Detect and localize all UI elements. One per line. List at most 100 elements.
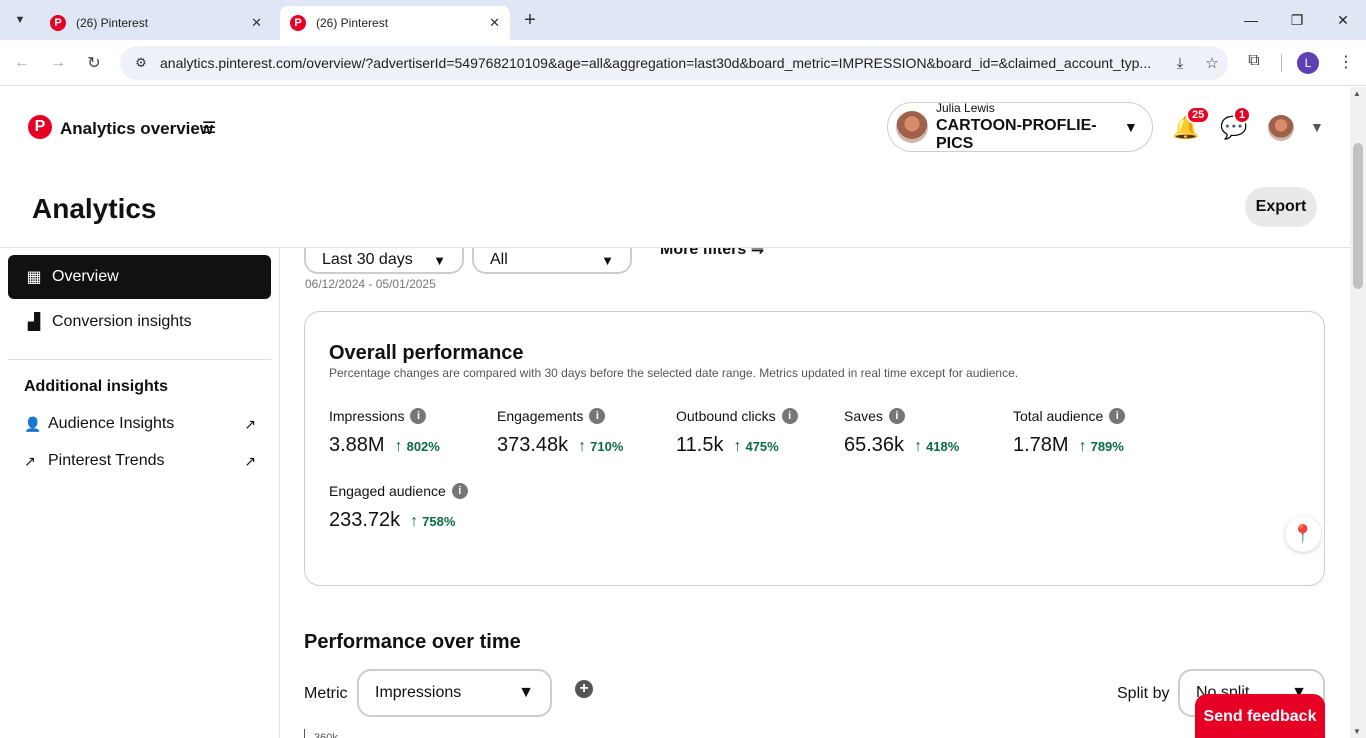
audience-insights-link[interactable]: 👤 Audience Insights ↗ (24, 412, 256, 436)
metric-label: Engaged audience (329, 483, 446, 499)
arrow-up-icon: ↑ (914, 438, 923, 455)
metric-change: 418% (926, 439, 960, 454)
metric-change: 475% (745, 439, 779, 454)
metric-value: 1.78M (1013, 434, 1069, 456)
close-window-icon[interactable]: ✕ (1337, 11, 1349, 28)
reload-icon[interactable]: ↻ (87, 55, 101, 72)
extensions-icon[interactable]: ⧉ (1248, 52, 1260, 69)
map-pin-icon[interactable]: 📍 (1285, 516, 1321, 552)
sidebar-right-border (279, 248, 280, 738)
user-avatar[interactable] (1268, 115, 1294, 141)
chevron-down-icon: ▼ (518, 684, 534, 701)
url-text[interactable]: analytics.pinterest.com/overview/?advert… (160, 55, 1152, 71)
sidebar-divider (8, 359, 271, 360)
scroll-down-icon[interactable]: ▼ (1353, 727, 1361, 736)
arrow-up-icon: ↑ (394, 438, 403, 455)
pinterest-favicon-icon: P (290, 15, 306, 31)
conversion-chart-icon: ▟ (27, 314, 41, 331)
overall-performance-card: Overall performance Percentage changes a… (304, 311, 1325, 586)
minimize-icon[interactable]: — (1244, 12, 1258, 28)
pinterest-trends-link[interactable]: ↗ Pinterest Trends ↗ (24, 449, 256, 473)
content-type-value: All (490, 251, 508, 268)
info-icon[interactable]: i (781, 408, 798, 424)
info-icon[interactable]: i (888, 408, 905, 424)
add-metric-icon[interactable]: + (575, 680, 593, 698)
browser-tab-2[interactable]: P (26) Pinterest ✕ (280, 6, 510, 40)
page-scrollbar[interactable]: ▲ ▼ (1350, 87, 1366, 738)
metric-value: 11.5k (676, 434, 724, 456)
date-filter-value: Last 30 days (322, 251, 413, 268)
trend-arrow-icon: ↗ (24, 452, 36, 469)
info-icon[interactable]: i (589, 408, 606, 424)
scroll-up-icon[interactable]: ▲ (1353, 89, 1361, 98)
metric-change: 802% (406, 439, 440, 454)
metric-change: 710% (590, 439, 624, 454)
pinterest-favicon-icon: P (50, 15, 66, 31)
chevron-down-icon: ▼ (1124, 119, 1138, 135)
account-user-name: Julia Lewis (936, 101, 995, 115)
sticky-header-background (280, 187, 1350, 247)
browser-tab-1[interactable]: P (26) Pinterest ✕ (40, 6, 272, 40)
metric-label: Total audience (1013, 408, 1104, 424)
arrow-up-icon: ↑ (1078, 438, 1087, 455)
analytics-page: Last 30 days ▼ All ▼ More filters ⇋ 06/1… (0, 87, 1350, 738)
notifications-badge: 25 (1186, 106, 1211, 124)
metric-label: Outbound clicks (676, 408, 776, 424)
sidebar-item-conversion-insights[interactable]: ▟ Conversion insights (8, 300, 271, 344)
install-app-icon[interactable]: ⤓ (1176, 54, 1184, 72)
restore-icon[interactable]: ❐ (1290, 11, 1304, 28)
link-label: Pinterest Trends (48, 452, 165, 469)
person-icon: 👤 (24, 415, 42, 432)
address-bar[interactable]: ⚙ analytics.pinterest.com/overview/?adve… (120, 46, 1228, 80)
metric-label: Saves (844, 408, 883, 424)
info-icon[interactable]: i (410, 408, 427, 424)
header-divider (0, 247, 1350, 248)
chevron-down-icon: ▼ (433, 252, 446, 268)
send-feedback-button[interactable]: Send feedback (1195, 694, 1325, 738)
sidebar-item-label: Overview (52, 268, 119, 285)
page-title: Analytics (32, 193, 157, 224)
metric-label: Impressions (329, 408, 405, 424)
card-title: Overall performance (329, 342, 524, 364)
arrow-up-icon: ↑ (578, 438, 587, 455)
close-tab-icon[interactable]: ✕ (251, 15, 262, 30)
browser-tab-bar: ▼ P (26) Pinterest ✕ P (26) Pinterest ✕ … (0, 0, 1366, 40)
card-subtitle: Percentage changes are compared with 30 … (329, 366, 1019, 380)
forward-icon[interactable]: → (50, 54, 66, 71)
new-tab-button[interactable]: + (524, 8, 536, 31)
metric-value: 373.48k (497, 434, 569, 456)
browser-profile-avatar[interactable]: L (1297, 52, 1319, 74)
metric-outbound-clicks: Outbound clicks i 11.5k ↑ 475% (676, 408, 798, 457)
info-icon[interactable]: i (451, 483, 468, 499)
back-icon[interactable]: ← (14, 54, 30, 71)
scrollbar-thumb[interactable] (1353, 143, 1363, 289)
browser-menu-icon[interactable]: ⋮ (1338, 54, 1354, 71)
metric-label: Engagements (497, 408, 584, 424)
link-label: Audience Insights (48, 415, 175, 432)
external-link-icon: ↗ (244, 415, 256, 432)
tab-search-icon[interactable]: ▼ (14, 14, 26, 26)
metric-value: 65.36k (844, 434, 905, 456)
chart-axis-tick-label: 360k (314, 732, 338, 738)
arrow-up-icon: ↑ (733, 438, 742, 455)
metric-select-value: Impressions (375, 684, 462, 701)
account-name: CARTOON-PROFLIE-PICS (936, 117, 1097, 152)
info-icon[interactable]: i (1109, 408, 1126, 424)
dashboard-icon: ▦ (26, 269, 42, 286)
metric-engagements: Engagements i 373.48k ↑ 710% (497, 408, 623, 457)
pinterest-logo-icon[interactable]: P (28, 115, 52, 139)
chevron-down-icon[interactable]: ▼ (1310, 119, 1324, 135)
additional-insights-heading: Additional insights (24, 378, 168, 395)
chevron-down-icon: ▼ (601, 252, 614, 268)
export-button[interactable]: Export (1245, 187, 1317, 227)
metric-select[interactable]: Impressions ▼ (357, 669, 552, 717)
split-by-label: Split by (1117, 685, 1170, 702)
metric-value: 233.72k (329, 509, 401, 531)
chart-y-axis (304, 729, 305, 738)
sidebar-item-overview[interactable]: ▦ Overview (8, 255, 271, 299)
hamburger-menu-icon[interactable]: ☰ (202, 120, 217, 137)
bookmark-star-icon[interactable]: ☆ (1205, 55, 1219, 72)
site-info-icon[interactable]: ⚙ (135, 55, 147, 70)
close-tab-icon[interactable]: ✕ (489, 15, 500, 30)
account-switcher[interactable]: Julia Lewis CARTOON-PROFLIE-PICS ▼ (887, 101, 1153, 152)
